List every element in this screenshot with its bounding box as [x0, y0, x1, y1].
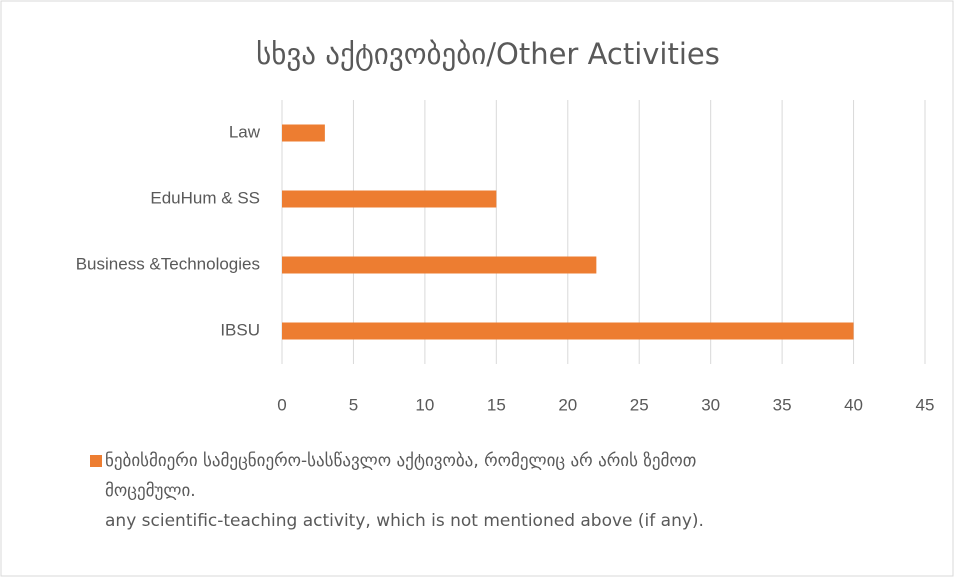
x-tick-label: 25 [630, 395, 649, 414]
bar [282, 190, 497, 208]
x-tick-label: 20 [558, 395, 577, 414]
y-tick-label: Law [229, 122, 261, 141]
y-tick-label: IBSU [220, 320, 260, 339]
x-tick-label: 15 [487, 395, 506, 414]
chart-title: სხვა აქტივობები/Other Activities [256, 37, 720, 71]
y-tick-label: Business &Technologies [76, 254, 260, 273]
x-tick-label: 30 [701, 395, 720, 414]
x-tick-label: 5 [349, 395, 358, 414]
legend-swatch [90, 455, 102, 467]
y-tick-label: EduHum & SS [150, 188, 260, 207]
x-tick-label: 40 [844, 395, 863, 414]
bar [282, 124, 325, 142]
x-tick-label: 0 [277, 395, 286, 414]
bar [282, 322, 854, 340]
legend-label: ნებისმიერი სამეცნიერო-სასწავლო აქტივობა,… [105, 451, 704, 531]
bar [282, 256, 597, 274]
x-tick-label: 45 [916, 395, 935, 414]
legend: ნებისმიერი სამეცნიერო-სასწავლო აქტივობა,… [90, 446, 730, 536]
x-tick-label: 10 [415, 395, 434, 414]
x-tick-label: 35 [773, 395, 792, 414]
